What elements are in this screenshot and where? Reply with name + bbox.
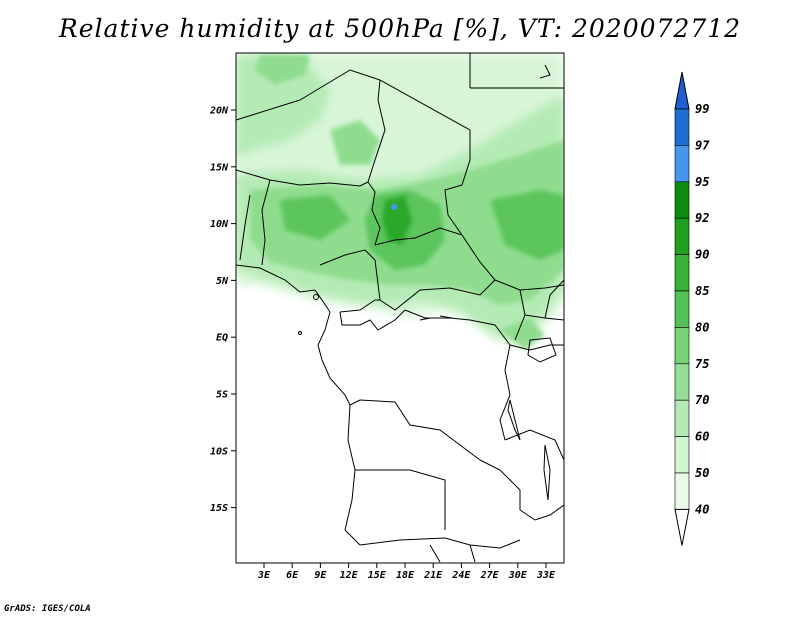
- colorbar-label: 70: [695, 393, 709, 407]
- colorbar: 99 97 95 92 90 85 80 75 70 60 50 40: [674, 71, 710, 546]
- colorbar-label: 85: [695, 284, 709, 298]
- colorbar-segment: [674, 217, 690, 255]
- colorbar-segment: [674, 181, 690, 219]
- colorbar-segment: [674, 399, 690, 437]
- lat-label: 5S: [216, 390, 228, 401]
- lat-label: 10S: [210, 446, 228, 457]
- lat-label: 15N: [210, 162, 229, 173]
- lon-label: 9E: [314, 570, 327, 581]
- colorbar-segment: [674, 145, 690, 183]
- longitude-axis: 3E 6E 9E 12E 15E 18E 21E 24E 27E 30E 33E: [257, 563, 556, 581]
- colorbar-segment: [674, 254, 690, 292]
- lat-label: 10N: [210, 219, 229, 230]
- lon-label: 18E: [396, 570, 415, 581]
- lat-label: EQ: [216, 333, 228, 344]
- lon-label: 3E: [257, 570, 271, 581]
- lon-label: 33E: [536, 570, 556, 581]
- lon-label: 15E: [368, 570, 387, 581]
- lon-label: 30E: [508, 570, 528, 581]
- colorbar-label: 99: [695, 102, 709, 116]
- colorbar-segment: [674, 363, 690, 401]
- colorbar-label: 80: [695, 320, 709, 334]
- lon-label: 24E: [451, 570, 471, 581]
- colorbar-segment: [674, 472, 690, 510]
- lat-label: 15S: [210, 503, 228, 514]
- colorbar-label: 40: [695, 502, 709, 516]
- colorbar-segment: [674, 327, 690, 365]
- humidity-field: [236, 53, 564, 563]
- colorbar-segment: [674, 436, 690, 474]
- colorbar-label: 97: [695, 138, 710, 152]
- lat-label: 5N: [216, 276, 229, 287]
- colorbar-label: 60: [695, 430, 709, 444]
- colorbar-bottom-arrow: [674, 508, 690, 546]
- latitude-axis: 20N 15N 10N 5N EQ 5S 10S 15S: [209, 106, 236, 514]
- lon-label: 6E: [286, 570, 299, 581]
- credit-text: GrADS: IGES/COLA: [4, 604, 91, 614]
- colorbar-segment: [674, 108, 690, 146]
- lon-label: 12E: [340, 570, 359, 581]
- colorbar-label: 90: [695, 248, 709, 262]
- colorbar-label: 50: [695, 466, 709, 480]
- lon-label: 21E: [423, 570, 443, 581]
- colorbar-top-arrow: [674, 71, 690, 110]
- colorbar-label: 95: [695, 175, 709, 189]
- colorbar-label: 92: [695, 211, 709, 225]
- colorbar-label: 75: [695, 357, 709, 371]
- map-frame: [235, 52, 565, 564]
- lat-label: 20N: [209, 106, 229, 117]
- colorbar-segment: [674, 290, 690, 328]
- map-title: Relative humidity at 500hPa [%], VT: 202…: [58, 14, 742, 43]
- lon-label: 27E: [480, 570, 500, 581]
- country-borders: [236, 53, 564, 563]
